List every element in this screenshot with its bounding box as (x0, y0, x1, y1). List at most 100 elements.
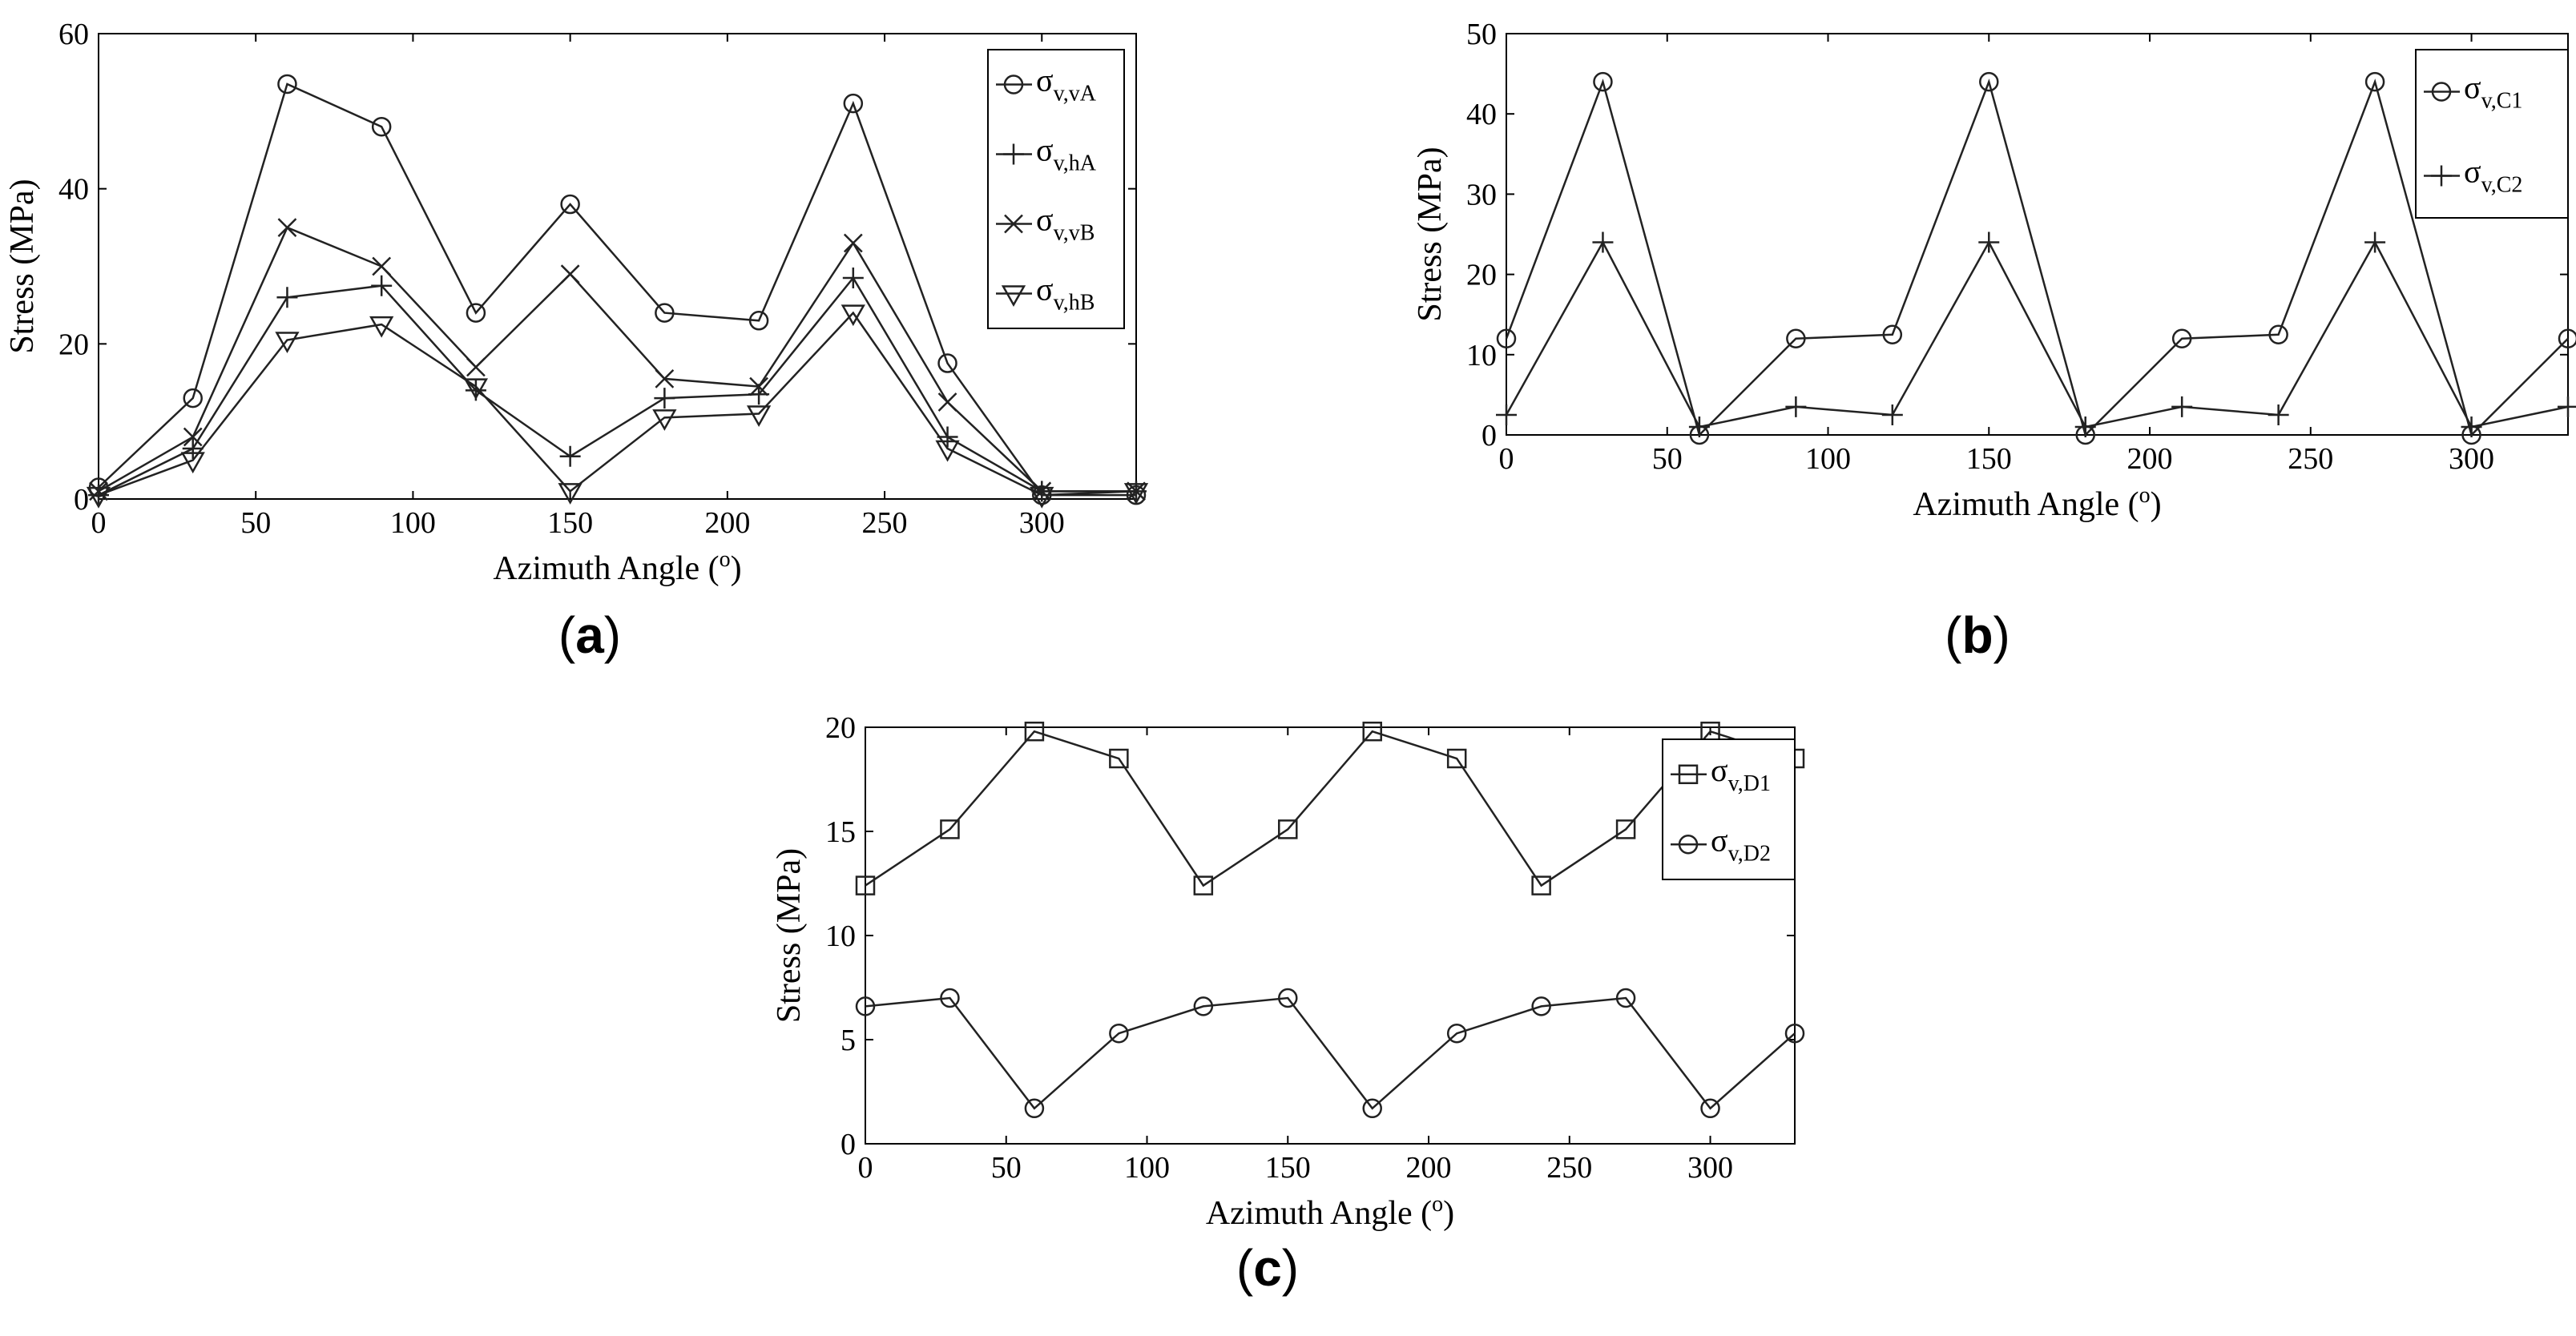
y-tick-label: 50 (1466, 18, 1497, 51)
legend-marker (1678, 764, 1699, 784)
data-point (841, 304, 865, 327)
data-point (1193, 996, 1214, 1016)
data-point (935, 440, 960, 462)
y-tick-label: 5 (841, 1024, 856, 1057)
x-tick-label: 250 (1546, 1151, 1592, 1185)
data-point (1362, 1098, 1382, 1119)
series-line-v-D2 (865, 996, 1796, 1110)
x-tick-label: 250 (2288, 442, 2333, 476)
data-point (1446, 748, 1467, 769)
legend-label: σv,hB (1036, 272, 1094, 316)
x-tick-label: 100 (1124, 1151, 1170, 1185)
legend-box (1662, 738, 1796, 880)
legend-label: σv,vA (1036, 62, 1097, 107)
data-point (1123, 483, 1149, 505)
data-point (1278, 819, 1298, 839)
data-point (2364, 231, 2386, 253)
x-tick-label: 0 (858, 1151, 873, 1185)
data-point (1978, 231, 2000, 253)
data-point (1881, 404, 1903, 425)
series-line-v-C1 (1505, 78, 2569, 437)
x-tick-label: 150 (1265, 1151, 1311, 1185)
data-point (275, 332, 300, 354)
data-point (1979, 71, 1999, 92)
y-axis-title: Stress (MPa) (771, 848, 808, 1023)
legend-marker (1678, 835, 1699, 855)
data-point (1785, 396, 1807, 417)
data-point (559, 445, 581, 467)
data-point (1278, 988, 1298, 1008)
data-point (2558, 328, 2576, 349)
legend-label: σv,hA (1036, 132, 1097, 176)
data-point (2364, 71, 2385, 92)
y-tick-label: 20 (825, 711, 856, 745)
data-point (2558, 396, 2576, 417)
x-tick-label: 50 (991, 1151, 1022, 1185)
data-point (1592, 231, 1614, 253)
plot-frame (1506, 33, 2569, 436)
data-point (2171, 328, 2192, 349)
panel-label: (a) (558, 606, 621, 664)
y-tick-label: 15 (825, 815, 856, 849)
x-tick-label: 200 (2127, 442, 2173, 476)
y-axis-title: Stress (MPa) (4, 179, 41, 353)
data-point (182, 438, 204, 460)
data-point (746, 405, 772, 428)
legend-marker (2431, 165, 2452, 187)
data-point (1362, 721, 1382, 742)
panel-label: (b) (1945, 606, 2010, 664)
data-point (1193, 875, 1214, 895)
data-point (1786, 328, 1806, 349)
legend-box (2415, 49, 2569, 219)
data-point (937, 392, 957, 412)
x-tick-label: 300 (2449, 442, 2494, 476)
legend-label: σv,vB (1036, 202, 1094, 246)
data-point (560, 264, 580, 284)
data-point (842, 268, 864, 289)
x-tick-label: 100 (1805, 442, 1851, 476)
data-point (1030, 486, 1054, 509)
data-point (655, 303, 675, 323)
y-tick-label: 40 (1466, 98, 1497, 131)
chart-panel-b: 0 50 100 150 200 250 300 0 10 20 30 40 50 Azimuth Ang… (1412, 18, 2576, 664)
data-point (1531, 996, 1551, 1016)
y-tick-label: 10 (825, 920, 856, 953)
x-tick-label: 200 (1406, 1151, 1452, 1185)
y-tick-label: 20 (1466, 259, 1497, 292)
x-tick-label: 50 (1652, 442, 1683, 476)
x-tick-label: 250 (862, 506, 908, 540)
data-point (276, 287, 298, 308)
legend-label: σv,C1 (2464, 70, 2522, 114)
data-point (1024, 1098, 1045, 1119)
x-tick-label: 0 (1499, 442, 1514, 476)
series-line-v-D1 (865, 730, 1796, 887)
data-point (654, 388, 675, 409)
data-point (466, 357, 486, 377)
data-point (2268, 404, 2289, 425)
legend-label: σv,D2 (1711, 822, 1771, 866)
data-point (855, 875, 876, 895)
data-point (1688, 416, 1710, 437)
y-tick-label: 0 (841, 1128, 856, 1161)
data-point (371, 275, 393, 296)
y-tick-label: 20 (58, 328, 89, 361)
data-point (2461, 416, 2482, 437)
data-point (560, 194, 580, 215)
y-tick-label: 30 (1466, 178, 1497, 211)
data-point (940, 988, 960, 1008)
data-point (843, 233, 863, 253)
x-axis-title: Azimuth Angle (o) (1913, 483, 2161, 523)
data-point (940, 819, 960, 839)
data-point (1446, 1023, 1467, 1044)
data-point (1496, 404, 1517, 425)
data-point (1882, 324, 1903, 344)
legend-box (987, 49, 1125, 329)
x-axis-title: Azimuth Angle (o) (493, 547, 741, 587)
data-point (1615, 988, 1636, 1008)
y-tick-label: 10 (1466, 339, 1497, 372)
data-point (855, 996, 876, 1016)
x-tick-label: 50 (240, 506, 271, 540)
data-point (2074, 416, 2096, 437)
legend-label: σv,D1 (1711, 752, 1771, 796)
